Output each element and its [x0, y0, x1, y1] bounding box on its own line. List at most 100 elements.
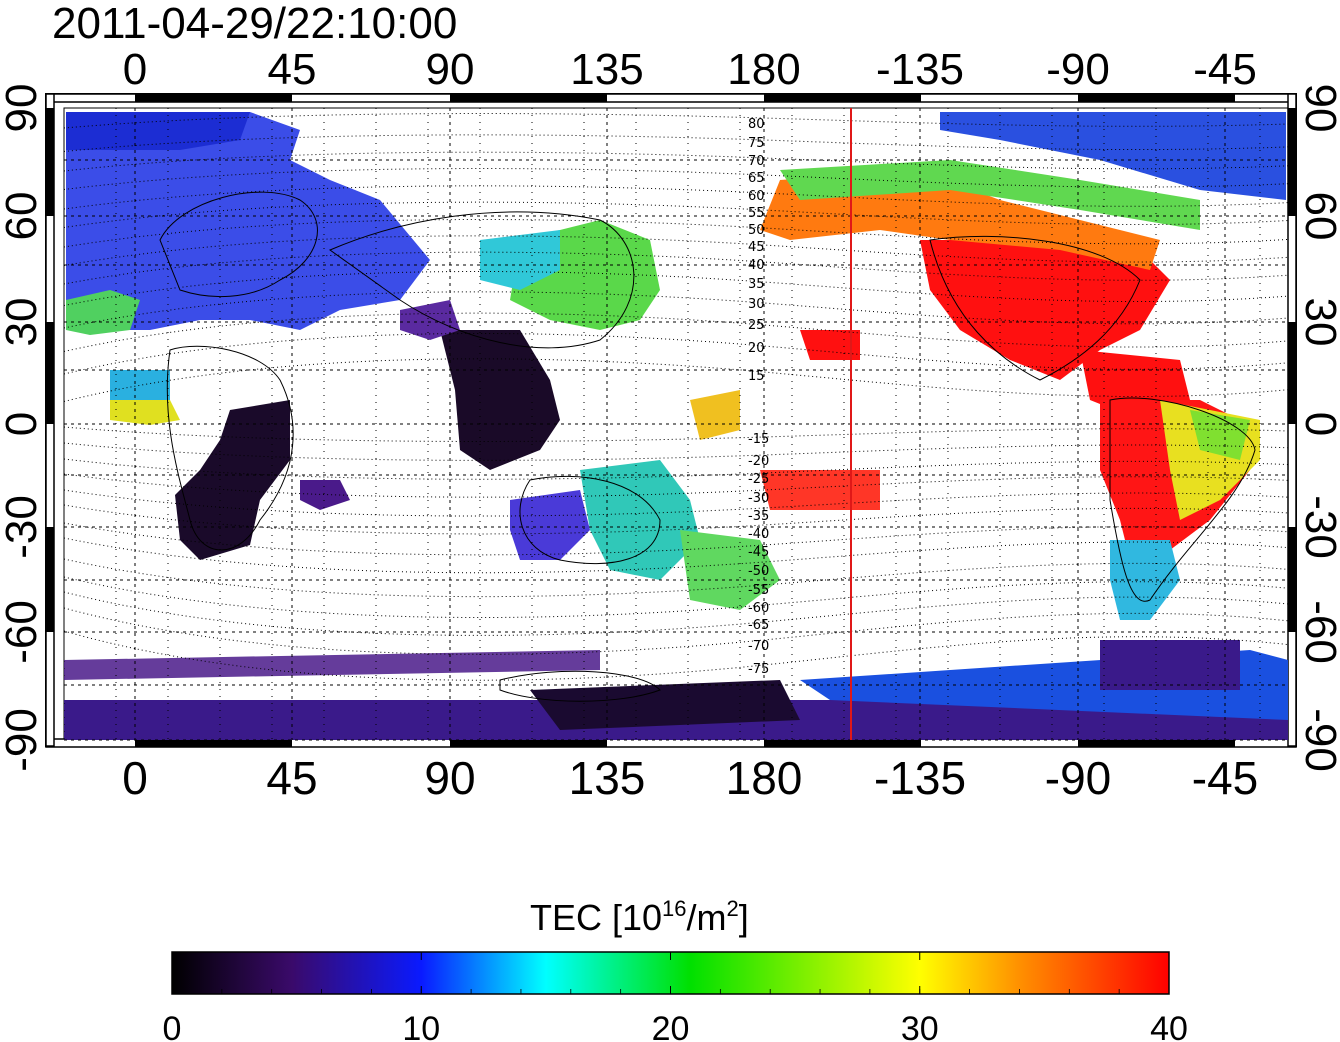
left-latitude-label: -60	[0, 600, 46, 664]
contour-labels: 80 75 70 65 60 55 50 45 40 35 30 25 20 15 -15 -20 -25 -30…	[748, 117, 769, 677]
coastlines	[159, 191, 1256, 702]
colorbar-tick-label: 0	[163, 1010, 182, 1042]
contour-label: 80	[748, 117, 765, 132]
bottom-longitude-label: -135	[874, 752, 966, 804]
scale-bar-top	[1078, 94, 1235, 102]
tec-region-africa	[175, 400, 290, 560]
contour-label: -75	[748, 662, 769, 677]
tec-region-se-asia	[440, 330, 560, 470]
bottom-longitude-label: -45	[1192, 752, 1258, 804]
tec-region-south-purple	[64, 650, 600, 680]
bottom-longitude-label: -90	[1045, 752, 1111, 804]
tec-region-pacific-red	[800, 330, 860, 360]
bottom-longitude-label: 0	[122, 752, 148, 804]
tec-region-australia-w	[510, 490, 590, 560]
contour-label: 40	[748, 258, 765, 273]
top-longitude-label: 135	[570, 45, 643, 94]
tec-region-antarctica-purple2	[1100, 640, 1240, 690]
scale-bar-bottom	[450, 739, 607, 747]
tec-region-india	[400, 300, 460, 340]
contour-label: 75	[748, 136, 765, 151]
left-latitude-label: -90	[0, 708, 46, 772]
contour-label: 25	[748, 318, 765, 333]
colorbar-tick-label: 10	[402, 1010, 440, 1042]
tec-region-arctic-blue	[940, 112, 1286, 200]
contour-line	[63, 607, 1289, 655]
contour-label: 35	[748, 277, 765, 292]
colorbar-tick-label: 30	[901, 1010, 939, 1042]
top-longitude-label: -45	[1193, 45, 1257, 94]
left-latitude-label: 60	[0, 192, 46, 241]
contour-label: 65	[748, 171, 765, 186]
contour-label: -50	[748, 564, 769, 579]
contour-label: 15	[748, 369, 765, 384]
scale-bar-right	[1288, 322, 1296, 424]
right-latitude-label: -60	[1296, 600, 1340, 664]
contour-label: 30	[748, 297, 765, 312]
contour-line	[63, 591, 1289, 636]
contour-label: 55	[748, 206, 765, 221]
scale-bar-top	[135, 94, 292, 102]
bottom-longitude-label: 180	[726, 752, 803, 804]
scale-bar-left	[46, 108, 54, 216]
contour-label: 50	[748, 223, 765, 238]
right-latitude-label: -90	[1296, 708, 1340, 772]
tec-region-sa-green	[1190, 410, 1250, 460]
contour-label: 45	[748, 240, 765, 255]
magnetic-latitude-contours	[63, 113, 1289, 681]
scale-bar-left	[46, 322, 54, 424]
bottom-longitude-label: 135	[569, 752, 646, 804]
top-longitude-label: -90	[1046, 45, 1110, 94]
contour-label: -65	[748, 618, 769, 633]
contour-label: -35	[748, 509, 769, 524]
map-grid	[63, 107, 1288, 741]
scale-bar-bottom	[135, 739, 292, 747]
left-latitude-label: 90	[0, 84, 46, 133]
tec-region-pacific-red2	[760, 470, 880, 510]
tec-region-east-asia-cyan	[480, 230, 560, 290]
tec-region-europe	[66, 112, 430, 330]
right-latitude-label: 0	[1296, 412, 1340, 436]
contour-label: -20	[748, 454, 769, 469]
bottom-longitude-label: 45	[266, 752, 317, 804]
contour-label: 60	[748, 189, 765, 204]
contour-line	[63, 312, 1289, 352]
colorbar-title: TEC [1016/m2]	[530, 896, 749, 938]
tec-region-wafrica2	[110, 370, 170, 400]
contour-label: -60	[748, 601, 769, 616]
tec-region-wafrica	[110, 400, 180, 425]
left-latitude-label: -30	[0, 495, 46, 559]
tec-region-nz	[680, 530, 780, 610]
contour-label: -25	[748, 472, 769, 487]
right-latitude-label: 30	[1296, 298, 1340, 347]
contour-line	[63, 358, 1289, 402]
top-longitude-label: 45	[268, 45, 317, 94]
contour-line	[63, 576, 1289, 619]
top-longitude-label: 0	[123, 45, 147, 94]
contour-label: -55	[748, 583, 769, 598]
tec-region-antarctica-dark	[530, 680, 800, 730]
colorbar-tick-label: 20	[652, 1010, 690, 1042]
contour-label: -70	[748, 639, 769, 654]
scale-bar-top	[450, 94, 607, 102]
contour-line	[63, 558, 1289, 598]
scale-bar-bottom	[764, 739, 921, 747]
timestamp-title: 2011-04-29/22:10:00	[52, 0, 458, 48]
bottom-longitude-label: 90	[424, 752, 475, 804]
tec-data-layer	[64, 112, 1288, 740]
top-longitude-label: 90	[426, 45, 475, 94]
scale-bar-top	[764, 94, 921, 102]
colorbar-tick-label: 40	[1150, 1010, 1188, 1042]
contour-label: -40	[748, 527, 769, 542]
scale-bar-bottom	[1078, 739, 1235, 747]
axis-labels: 0 45 90 135 180 -135 -90 -450 45 90 135 180 -135 -90-…	[0, 45, 1340, 804]
contour-line	[63, 270, 1289, 306]
right-latitude-label: 60	[1296, 192, 1340, 241]
tec-region-africa-purple	[300, 480, 350, 510]
colorbar: TEC [1016/m2] 0 10 20 30 40	[163, 896, 1188, 1042]
scale-bar-right	[1288, 527, 1296, 632]
contour-label: -45	[748, 545, 769, 560]
right-latitude-label: 90	[1296, 84, 1340, 133]
top-longitude-label: 180	[727, 45, 800, 94]
contour-line	[63, 291, 1289, 329]
